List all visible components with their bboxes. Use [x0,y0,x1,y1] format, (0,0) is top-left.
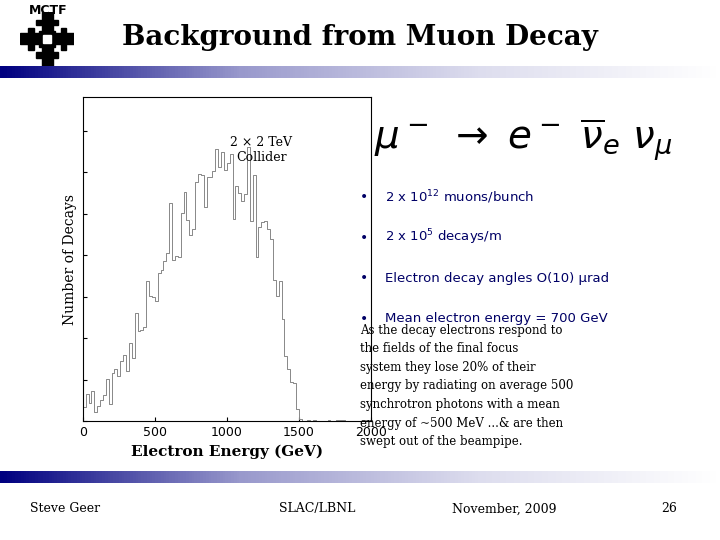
Text: Electron decay angles O(10) μrad: Electron decay angles O(10) μrad [384,272,609,285]
Text: As the decay electrons respond to
the fields of the final focus
system they lose: As the decay electrons respond to the fi… [360,324,573,448]
Bar [60,28,66,33]
Bar [42,58,53,66]
Text: •: • [360,231,368,245]
Bar [36,52,42,58]
Bar [28,28,34,33]
Text: $\mu^-$ $\rightarrow$ $e^-$ $\overline{\nu}_e$ $\nu_\mu$: $\mu^-$ $\rightarrow$ $e^-$ $\overline{\… [374,117,673,164]
Y-axis label: Number of Decays: Number of Decays [63,194,77,325]
Text: Background from Muon Decay: Background from Muon Decay [122,24,598,51]
Bar [42,20,53,31]
Text: November, 2009: November, 2009 [451,502,557,515]
Text: 26: 26 [662,502,678,515]
Bar [39,31,55,47]
X-axis label: Electron Energy (GeV): Electron Energy (GeV) [131,444,323,459]
Text: 2 x 10$^{5}$ decays/m: 2 x 10$^{5}$ decays/m [384,228,502,247]
Bar [28,44,34,50]
Text: Steve Geer: Steve Geer [30,502,100,515]
Bar [36,20,42,25]
Bar [43,35,52,43]
Text: •: • [360,312,368,326]
Bar [53,20,58,25]
Bar [55,33,66,44]
Bar [66,33,74,44]
Bar [60,44,66,50]
Bar [42,47,53,58]
Text: Mean electron energy = 700 GeV: Mean electron energy = 700 GeV [384,312,608,325]
Text: MCTF: MCTF [29,4,68,17]
Text: SLAC/LBNL: SLAC/LBNL [279,502,355,515]
Text: •: • [360,271,368,285]
Text: •: • [360,190,368,204]
Text: 2 x 10$^{12}$ muons/bunch: 2 x 10$^{12}$ muons/bunch [384,188,534,206]
Bar [42,12,53,20]
Bar [20,33,28,44]
Bar [53,52,58,58]
Text: 2 × 2 TeV
Collider: 2 × 2 TeV Collider [230,136,292,164]
Bar [28,33,39,44]
